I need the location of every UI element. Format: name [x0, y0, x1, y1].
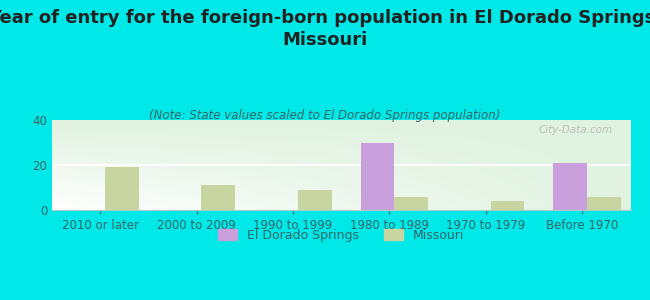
Text: Year of entry for the foreign-born population in El Dorado Springs,
Missouri: Year of entry for the foreign-born popul…: [0, 9, 650, 49]
Bar: [587, 196, 621, 210]
Bar: [553, 163, 587, 210]
Text: City-Data.com: City-Data.com: [539, 125, 613, 135]
Legend: El Dorado Springs, Missouri: El Dorado Springs, Missouri: [218, 229, 464, 242]
Bar: [361, 142, 395, 210]
Bar: [298, 190, 332, 210]
Bar: [202, 185, 235, 210]
Bar: [105, 167, 138, 210]
Bar: [395, 196, 428, 210]
Bar: [491, 201, 525, 210]
Text: (Note: State values scaled to El Dorado Springs population): (Note: State values scaled to El Dorado …: [150, 110, 500, 122]
